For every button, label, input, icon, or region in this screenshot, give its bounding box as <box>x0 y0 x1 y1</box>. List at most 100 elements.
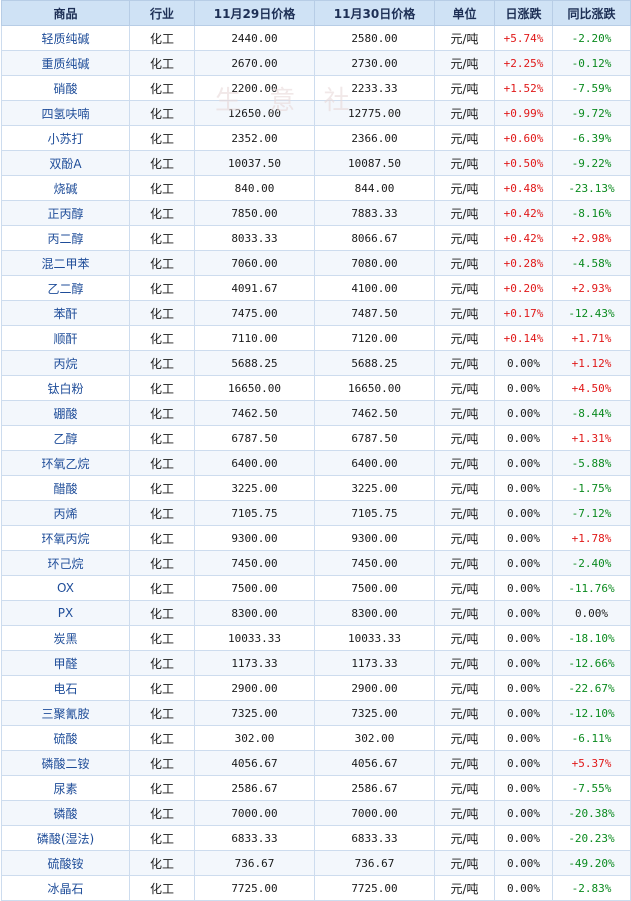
price-nov30-cell: 7105.75 <box>314 500 435 526</box>
yoy-change-cell: -4.58% <box>552 250 631 276</box>
commodity-cell[interactable]: 丙二醇 <box>1 225 130 251</box>
table-row: 混二甲苯 化工 7060.00 7080.00 元/吨 +0.28% -4.58% <box>1 250 631 276</box>
price-nov29-cell: 4091.67 <box>194 275 315 301</box>
industry-cell: 化工 <box>129 100 195 126</box>
header-price-nov29: 11月29日价格 <box>194 0 315 26</box>
price-nov30-cell: 10087.50 <box>314 150 435 176</box>
daily-change-cell: 0.00% <box>494 875 553 901</box>
commodity-cell[interactable]: 钛白粉 <box>1 375 130 401</box>
commodity-cell[interactable]: 冰晶石 <box>1 875 130 901</box>
price-nov30-cell: 6833.33 <box>314 825 435 851</box>
daily-change-cell: +0.17% <box>494 300 553 326</box>
price-nov30-cell: 8300.00 <box>314 600 435 626</box>
commodity-cell[interactable]: 电石 <box>1 675 130 701</box>
commodity-cell[interactable]: 甲醛 <box>1 650 130 676</box>
commodity-cell[interactable]: 炭黑 <box>1 625 130 651</box>
yoy-change-cell: +2.98% <box>552 225 631 251</box>
yoy-change-cell: -2.40% <box>552 550 631 576</box>
commodity-cell[interactable]: 硼酸 <box>1 400 130 426</box>
header-yoy-change: 同比涨跌 <box>552 0 631 26</box>
table-row: 冰晶石 化工 7725.00 7725.00 元/吨 0.00% -2.83% <box>1 875 631 901</box>
price-nov29-cell: 8033.33 <box>194 225 315 251</box>
commodity-cell[interactable]: 环氧丙烷 <box>1 525 130 551</box>
commodity-cell[interactable]: OX <box>1 575 130 601</box>
industry-cell: 化工 <box>129 475 195 501</box>
daily-change-cell: +2.25% <box>494 50 553 76</box>
price-nov30-cell: 7462.50 <box>314 400 435 426</box>
daily-change-cell: +0.50% <box>494 150 553 176</box>
commodity-cell[interactable]: 环己烷 <box>1 550 130 576</box>
commodity-cell[interactable]: 顺酐 <box>1 325 130 351</box>
table-row: 磷酸(湿法) 化工 6833.33 6833.33 元/吨 0.00% -20.23% <box>1 825 631 851</box>
commodity-cell[interactable]: 混二甲苯 <box>1 250 130 276</box>
unit-cell: 元/吨 <box>434 850 495 876</box>
table-row: 炭黑 化工 10033.33 10033.33 元/吨 0.00% -18.10% <box>1 625 631 651</box>
table-row: 磷酸二铵 化工 4056.67 4056.67 元/吨 0.00% +5.37% <box>1 750 631 776</box>
daily-change-cell: +0.99% <box>494 100 553 126</box>
price-nov30-cell: 2580.00 <box>314 25 435 51</box>
industry-cell: 化工 <box>129 50 195 76</box>
industry-cell: 化工 <box>129 850 195 876</box>
commodity-cell[interactable]: 重质纯碱 <box>1 50 130 76</box>
commodity-cell[interactable]: 乙醇 <box>1 425 130 451</box>
unit-cell: 元/吨 <box>434 700 495 726</box>
commodity-cell[interactable]: 乙二醇 <box>1 275 130 301</box>
price-nov29-cell: 2670.00 <box>194 50 315 76</box>
industry-cell: 化工 <box>129 800 195 826</box>
price-nov29-cell: 7325.00 <box>194 700 315 726</box>
commodity-cell[interactable]: 环氧乙烷 <box>1 450 130 476</box>
commodity-cell[interactable]: 三聚氰胺 <box>1 700 130 726</box>
commodity-cell[interactable]: 丙烯 <box>1 500 130 526</box>
daily-change-cell: 0.00% <box>494 725 553 751</box>
yoy-change-cell: -12.66% <box>552 650 631 676</box>
price-nov29-cell: 7850.00 <box>194 200 315 226</box>
daily-change-cell: 0.00% <box>494 675 553 701</box>
commodity-cell[interactable]: 硫酸 <box>1 725 130 751</box>
industry-cell: 化工 <box>129 600 195 626</box>
price-nov30-cell: 2366.00 <box>314 125 435 151</box>
yoy-change-cell: -22.67% <box>552 675 631 701</box>
commodity-cell[interactable]: 轻质纯碱 <box>1 25 130 51</box>
unit-cell: 元/吨 <box>434 100 495 126</box>
table-row: 醋酸 化工 3225.00 3225.00 元/吨 0.00% -1.75% <box>1 475 631 501</box>
commodity-cell[interactable]: PX <box>1 600 130 626</box>
industry-cell: 化工 <box>129 450 195 476</box>
industry-cell: 化工 <box>129 200 195 226</box>
table-row: OX 化工 7500.00 7500.00 元/吨 0.00% -11.76% <box>1 575 631 601</box>
unit-cell: 元/吨 <box>434 875 495 901</box>
commodity-cell[interactable]: 硫酸铵 <box>1 850 130 876</box>
commodity-cell[interactable]: 尿素 <box>1 775 130 801</box>
table-row: 环己烷 化工 7450.00 7450.00 元/吨 0.00% -2.40% <box>1 550 631 576</box>
commodity-cell[interactable]: 双酚A <box>1 150 130 176</box>
table-row: 尿素 化工 2586.67 2586.67 元/吨 0.00% -7.55% <box>1 775 631 801</box>
price-nov30-cell: 6400.00 <box>314 450 435 476</box>
commodity-cell[interactable]: 小苏打 <box>1 125 130 151</box>
commodity-cell[interactable]: 烧碱 <box>1 175 130 201</box>
commodity-cell[interactable]: 磷酸二铵 <box>1 750 130 776</box>
commodity-cell[interactable]: 苯酐 <box>1 300 130 326</box>
commodity-cell[interactable]: 硝酸 <box>1 75 130 101</box>
table-row: 甲醛 化工 1173.33 1173.33 元/吨 0.00% -12.66% <box>1 650 631 676</box>
commodity-cell[interactable]: 正丙醇 <box>1 200 130 226</box>
unit-cell: 元/吨 <box>434 675 495 701</box>
commodity-cell[interactable]: 四氢呋喃 <box>1 100 130 126</box>
industry-cell: 化工 <box>129 75 195 101</box>
industry-cell: 化工 <box>129 400 195 426</box>
table-row: 烧碱 化工 840.00 844.00 元/吨 +0.48% -23.13% <box>1 175 631 201</box>
commodity-cell[interactable]: 磷酸(湿法) <box>1 825 130 851</box>
unit-cell: 元/吨 <box>434 750 495 776</box>
unit-cell: 元/吨 <box>434 300 495 326</box>
yoy-change-cell: -2.20% <box>552 25 631 51</box>
price-nov29-cell: 2440.00 <box>194 25 315 51</box>
table-row: 钛白粉 化工 16650.00 16650.00 元/吨 0.00% +4.50% <box>1 375 631 401</box>
unit-cell: 元/吨 <box>434 75 495 101</box>
table-body: 轻质纯碱 化工 2440.00 2580.00 元/吨 +5.74% -2.20% 重质纯碱化… <box>1 25 631 901</box>
yoy-change-cell: -49.20% <box>552 850 631 876</box>
price-nov29-cell: 1173.33 <box>194 650 315 676</box>
commodity-cell[interactable]: 醋酸 <box>1 475 130 501</box>
price-nov30-cell: 7725.00 <box>314 875 435 901</box>
commodity-cell[interactable]: 丙烷 <box>1 350 130 376</box>
commodity-cell[interactable]: 磷酸 <box>1 800 130 826</box>
yoy-change-cell: -12.43% <box>552 300 631 326</box>
unit-cell: 元/吨 <box>434 375 495 401</box>
